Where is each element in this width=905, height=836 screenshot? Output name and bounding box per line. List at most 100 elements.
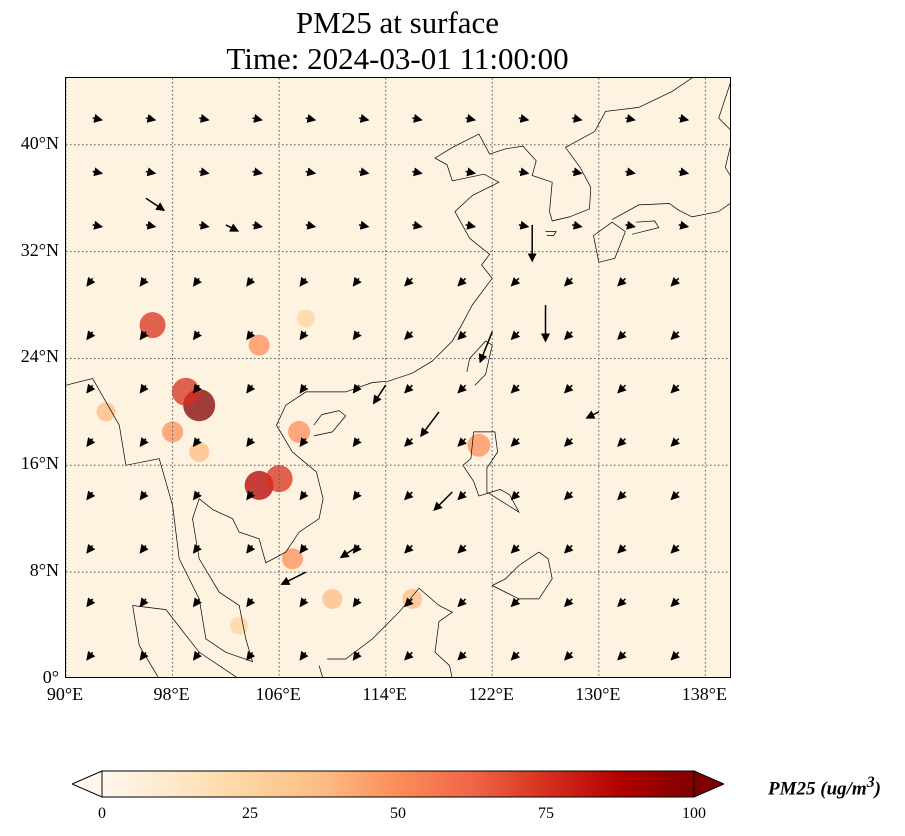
longitude-tick-label: 98°E xyxy=(153,684,190,704)
wind-arrow xyxy=(145,167,157,177)
wind-arrow xyxy=(563,330,574,341)
wind-arrow xyxy=(139,437,149,447)
latitude-tick-label: 40°N xyxy=(20,132,59,153)
wind-arrow xyxy=(457,597,467,608)
wind-arrow xyxy=(280,571,307,585)
wind-arrow xyxy=(617,651,627,661)
pm25-hotspot xyxy=(171,377,200,406)
wind-arrow xyxy=(145,220,157,230)
wind-arrow xyxy=(252,220,263,230)
lat-lon-gridlines xyxy=(66,78,730,677)
colorbar-low-extend xyxy=(70,770,103,798)
wind-arrow xyxy=(252,113,263,123)
wind-arrow xyxy=(457,490,467,501)
pm25-hotspot xyxy=(296,309,315,328)
wind-arrow xyxy=(457,277,467,287)
colorbar-tick-label: 50 xyxy=(390,805,406,822)
coastline xyxy=(492,551,553,600)
wind-arrow xyxy=(252,167,263,177)
wind-arrow xyxy=(465,113,477,123)
colorbar-label: PM25 (ug/m3) xyxy=(768,774,881,800)
wind-arrow xyxy=(625,167,636,177)
wind-arrow xyxy=(139,597,149,608)
wind-arrow xyxy=(510,544,521,554)
wind-arrow xyxy=(670,490,680,501)
wind-arrow xyxy=(299,383,309,394)
wind-arrow xyxy=(372,384,387,405)
wind-arrow xyxy=(246,490,256,501)
wind-arrow xyxy=(246,650,256,661)
coastline xyxy=(318,587,453,677)
wind-arrow xyxy=(404,544,414,554)
wind-arrow xyxy=(617,437,627,447)
wind-arrow xyxy=(352,490,362,501)
wind-arrow xyxy=(192,490,202,501)
wind-arrow xyxy=(139,276,149,287)
wind-arrow xyxy=(670,330,680,341)
wind-arrow xyxy=(412,113,423,123)
colorbar-high-extend xyxy=(693,770,726,798)
wind-arrow xyxy=(670,437,680,447)
longitude-tick-label: 114°E xyxy=(362,684,407,704)
coastline xyxy=(632,220,660,235)
pm25-field-background xyxy=(66,78,730,677)
pm25-hotspot xyxy=(467,433,491,457)
pm25-hotspot xyxy=(162,421,184,443)
wind-arrow xyxy=(192,597,202,608)
wind-arrow xyxy=(192,276,202,287)
wind-arrow xyxy=(86,437,96,447)
pm25-hotspot xyxy=(189,441,210,462)
wind-arrow xyxy=(299,543,309,554)
wind-arrow xyxy=(352,597,362,608)
latitude-tick-label: 16°N xyxy=(20,453,59,474)
wind-arrow xyxy=(617,544,627,554)
wind-arrow xyxy=(404,277,414,287)
wind-arrow xyxy=(86,330,96,341)
wind-arrow xyxy=(617,490,627,501)
wind-arrow xyxy=(510,597,521,608)
map-panel xyxy=(65,77,731,678)
wind-arrow xyxy=(420,411,440,438)
wind-arrow xyxy=(139,330,149,341)
latitude-tick-label: 24°N xyxy=(20,346,59,367)
wind-arrow xyxy=(617,330,627,341)
wind-arrow xyxy=(299,437,309,448)
coastline xyxy=(466,340,493,386)
wind-arrow xyxy=(92,220,104,230)
map-canvas xyxy=(66,78,730,677)
wind-arrow xyxy=(617,277,627,287)
wind-arrow xyxy=(563,597,574,608)
wind-arrow xyxy=(404,651,414,661)
coastline xyxy=(132,605,237,677)
wind-arrow xyxy=(670,597,680,608)
coastline xyxy=(593,221,626,263)
wind-arrow xyxy=(246,276,256,287)
wind-arrow xyxy=(670,651,680,661)
wind-arrow xyxy=(457,544,467,554)
wind-arrow xyxy=(563,277,574,287)
wind-arrow xyxy=(352,650,362,661)
wind-vectors xyxy=(86,113,690,661)
colorbar xyxy=(70,770,726,798)
pm25-hotspot xyxy=(322,588,343,609)
wind-arrow xyxy=(510,490,521,501)
latitude-tick-label: 32°N xyxy=(20,239,59,260)
wind-arrow xyxy=(92,113,104,123)
wind-arrow xyxy=(352,330,362,341)
wind-arrow xyxy=(510,651,521,661)
wind-arrow xyxy=(572,167,583,177)
wind-arrow xyxy=(670,277,680,287)
wind-arrow xyxy=(412,220,423,230)
wind-arrow xyxy=(518,167,530,177)
wind-arrow xyxy=(299,597,309,608)
wind-arrow xyxy=(510,437,521,447)
wind-arrow xyxy=(457,651,467,661)
colorbar-tick-label: 75 xyxy=(538,805,554,822)
wind-arrow xyxy=(670,383,680,394)
colorbar-tick-label: 0 xyxy=(98,805,106,822)
wind-arrow xyxy=(625,220,636,230)
wind-arrow xyxy=(192,383,202,394)
wind-arrow xyxy=(572,220,583,230)
wind-arrow xyxy=(404,490,414,501)
wind-arrow xyxy=(678,220,690,230)
